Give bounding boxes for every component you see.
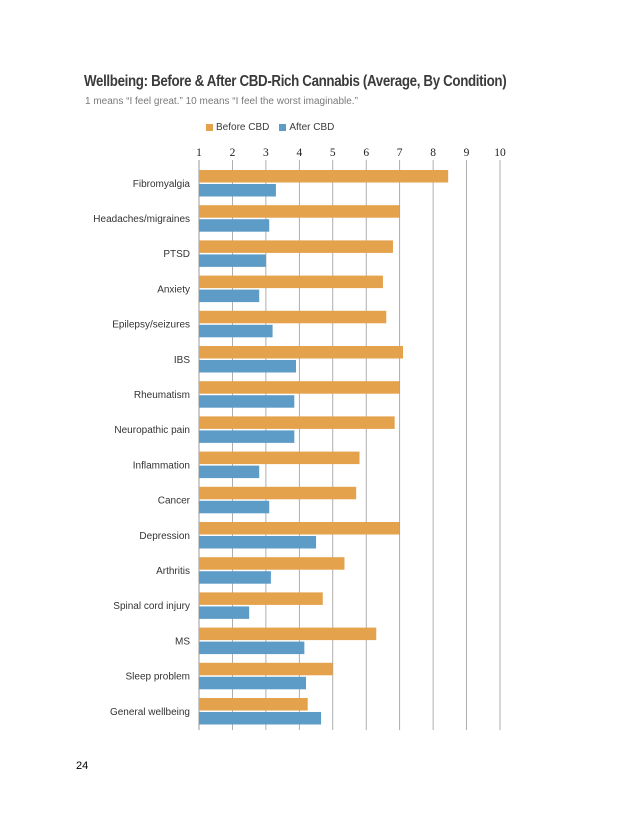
category-label-0: Fibromyalgia <box>133 179 191 190</box>
category-label-2: PTSD <box>163 249 190 260</box>
bar-before-4 <box>199 310 387 324</box>
bar-after-11 <box>199 571 271 584</box>
page-number: 24 <box>76 760 89 772</box>
legend-item-after: After CBD <box>279 122 334 133</box>
legend-swatch-before <box>206 124 213 131</box>
bar-after-1 <box>199 219 270 232</box>
bar-after-8 <box>199 465 260 479</box>
x-tick-label-9: 9 <box>464 147 470 159</box>
bar-after-6 <box>199 395 295 408</box>
chart-title: Wellbeing: Before & After CBD-Rich Canna… <box>84 73 507 90</box>
category-label-3: Anxiety <box>157 284 190 295</box>
bar-before-10 <box>199 522 400 535</box>
bar-before-8 <box>199 451 360 465</box>
category-label-6: Rheumatism <box>134 390 190 401</box>
bar-after-10 <box>199 536 317 549</box>
bar-after-5 <box>199 360 296 373</box>
category-label-5: IBS <box>174 355 190 366</box>
bar-before-13 <box>199 627 377 641</box>
category-label-1: Headaches/migraines <box>93 214 190 225</box>
category-label-11: Arthritis <box>156 566 190 577</box>
bar-before-7 <box>199 416 395 429</box>
category-label-13: MS <box>175 636 190 647</box>
category-label-12: Spinal cord injury <box>113 601 190 612</box>
legend-item-before: Before CBD <box>206 122 269 133</box>
x-tick-label-10: 10 <box>494 147 506 159</box>
bar-before-1 <box>199 205 400 218</box>
category-label-9: Cancer <box>158 496 191 507</box>
bars <box>199 170 449 725</box>
bar-after-14 <box>199 676 307 690</box>
category-label-10: Depression <box>139 531 190 542</box>
x-tick-label-6: 6 <box>363 147 369 159</box>
x-tick-label-2: 2 <box>230 147 236 159</box>
bar-after-0 <box>199 184 276 197</box>
bar-before-3 <box>199 275 383 289</box>
bar-after-12 <box>199 606 250 619</box>
x-tick-label-8: 8 <box>430 147 436 159</box>
chart-subtitle: 1 means “I feel great.” 10 means “I feel… <box>85 96 358 107</box>
bar-after-15 <box>199 712 322 725</box>
category-labels: Fibromyalgia Headaches/migraines PTSD Anxie… <box>93 179 190 718</box>
bar-before-11 <box>199 557 345 570</box>
x-tick-label-1: 1 <box>196 147 202 159</box>
bar-before-9 <box>199 486 357 500</box>
bar-after-7 <box>199 430 295 443</box>
x-tick-label-4: 4 <box>296 147 302 159</box>
legend-label-before: Before CBD <box>216 122 270 133</box>
category-label-14: Sleep problem <box>126 672 190 683</box>
bar-after-3 <box>199 289 260 303</box>
bar-before-0 <box>199 170 449 183</box>
x-tick-label-3: 3 <box>263 147 269 159</box>
category-label-4: Epilepsy/seizures <box>112 320 190 331</box>
legend-label-after: After CBD <box>289 122 335 133</box>
category-label-7: Neuropathic pain <box>114 425 190 436</box>
bar-after-9 <box>199 500 270 514</box>
bar-before-2 <box>199 240 393 253</box>
category-label-15: General wellbeing <box>110 707 190 718</box>
bar-before-5 <box>199 346 404 359</box>
bar-before-14 <box>199 662 333 676</box>
category-label-8: Inflammation <box>133 460 190 471</box>
bar-after-13 <box>199 641 305 655</box>
legend-swatch-after <box>279 124 287 131</box>
x-tick-label-7: 7 <box>397 147 403 159</box>
bar-before-6 <box>199 381 400 394</box>
legend: Before CBD After CBD <box>206 122 344 133</box>
bar-after-4 <box>199 324 273 338</box>
x-tick-label-5: 5 <box>330 147 336 159</box>
bar-after-2 <box>199 254 266 267</box>
bar-before-15 <box>199 698 308 711</box>
x-axis-ticks: 1 2 3 4 5 6 7 8 9 10 <box>196 147 506 159</box>
bar-before-12 <box>199 592 323 605</box>
